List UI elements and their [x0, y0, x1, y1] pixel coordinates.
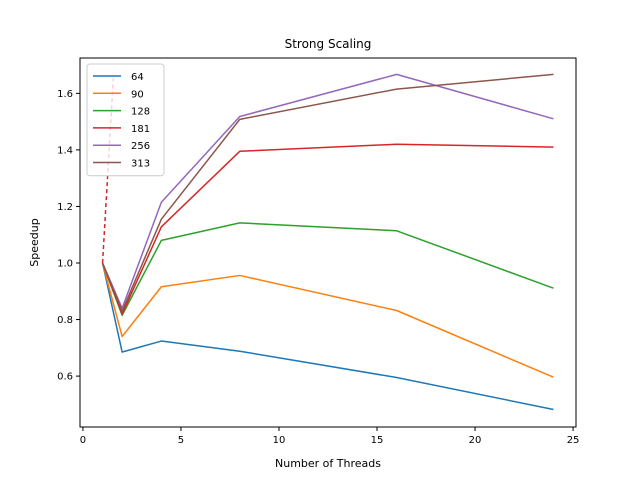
series-line-181 [101, 143, 554, 315]
y-tick-label: 0.8 [57, 315, 73, 326]
legend-label-256: 256 [131, 141, 150, 152]
y-tick-label: 1.6 [57, 89, 73, 100]
series-line-256 [101, 73, 554, 309]
y-tick-label: 0.6 [57, 372, 73, 383]
plot-frame [79, 57, 577, 428]
legend-label-181: 181 [131, 124, 150, 135]
series-line-313 [101, 73, 554, 312]
x-tick-label: 0 [80, 435, 86, 446]
x-tick-label: 15 [371, 435, 384, 446]
series-line-64 [101, 262, 554, 411]
x-tick-label: 5 [178, 435, 184, 446]
y-axis: 0.6 0.8 1.0 1.2 1.4 1.6 [57, 89, 80, 383]
y-axis-label: Speedup [28, 218, 41, 266]
x-tick-label: 10 [273, 435, 286, 446]
legend-label-64: 64 [131, 72, 144, 83]
x-tick-label: 25 [567, 435, 580, 446]
y-tick-label: 1.2 [57, 202, 73, 213]
series-line-90 [101, 262, 554, 378]
x-axis: 0 5 10 15 20 25 [80, 427, 580, 446]
y-tick-label: 1.0 [57, 259, 73, 270]
series-line-128 [101, 222, 554, 317]
plot-area [101, 73, 554, 411]
x-axis-label: Number of Threads [275, 457, 381, 470]
legend-label-90: 90 [131, 89, 144, 100]
x-tick-label: 20 [469, 435, 482, 446]
y-tick-label: 1.4 [57, 145, 73, 156]
legend: 64 90 128 181 256 313 [86, 63, 165, 177]
chart-title: Strong Scaling [285, 37, 372, 51]
legend-label-128: 128 [131, 107, 150, 118]
legend-label-313: 313 [131, 159, 150, 170]
legend-box [86, 63, 165, 177]
